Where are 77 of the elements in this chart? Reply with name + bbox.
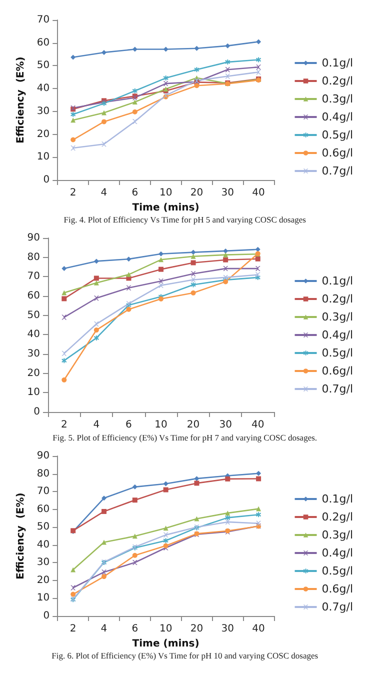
x-tick-label: 40 (251, 420, 264, 430)
legend-label: 0.1g/l (322, 492, 354, 506)
y-tick-label: 60 (36, 37, 50, 48)
x-tick-label: 10 (154, 420, 168, 430)
legend-label: 0.2g/l (322, 510, 354, 524)
y-tick-label: 60 (27, 290, 40, 302)
x-tick-label: 6 (132, 188, 138, 198)
x-tick-label: 10 (159, 624, 172, 634)
x-tick-label: 10 (159, 188, 172, 198)
y-axis-title: Efficiency (E%) (16, 492, 26, 580)
x-axis-title: Time (mins) (132, 638, 200, 650)
x-tick-label: 40 (252, 188, 265, 198)
x-tick-label: 40 (252, 624, 265, 634)
caption: Fig. 5. Plot of Efficiency (E%) Vs Time for pH 7 and varying COSC dosages. (52, 432, 318, 442)
x-tick-label: 20 (190, 624, 204, 634)
x-tick-label: 2 (70, 624, 76, 634)
y-tick-label: 90 (27, 232, 40, 244)
y-tick-label: 10 (36, 592, 50, 604)
legend-label: 0.5g/l (322, 346, 354, 360)
y-tick-label: 50 (36, 60, 50, 72)
x-tick-label: 2 (60, 420, 68, 430)
legend-label: 0.2g/l (322, 292, 354, 306)
x-tick-label: 20 (190, 188, 204, 198)
x-tick-label: 30 (221, 188, 234, 198)
legend-label: 0.1g/l (322, 56, 354, 70)
legend-label: 0.2g/l (322, 74, 354, 88)
legend-label: 0.7g/l (322, 600, 354, 614)
y-tick-label: 0 (43, 174, 50, 186)
x-tick-label: 4 (100, 624, 108, 634)
legend-label: 0.3g/l (322, 528, 354, 542)
x-tick-label: 4 (100, 188, 108, 198)
y-tick-label: 30 (27, 348, 40, 360)
y-tick-label: 80 (27, 252, 40, 263)
y-tick-label: 40 (36, 539, 50, 550)
x-tick-label: 30 (221, 624, 234, 634)
caption: Fig. 6. Plot of Efficiency (E%) Vs Time for pH 10 and varying COSC dosages (52, 650, 318, 660)
y-tick-label: 20 (27, 368, 40, 379)
legend-label: 0.6g/l (322, 582, 354, 596)
x-tick-label: 2 (70, 188, 76, 198)
legend-label: 0.3g/l (322, 92, 354, 106)
legend-label: 0.6g/l (322, 364, 354, 378)
x-tick-label: 4 (93, 420, 100, 430)
y-tick-label: 20 (36, 128, 50, 140)
y-axis-title: Efficiency (E%) (16, 56, 26, 144)
y-tick-label: 40 (36, 83, 50, 94)
legend-label: 0.5g/l (322, 564, 354, 578)
y-tick-label: 70 (27, 271, 40, 282)
y-tick-label: 10 (27, 387, 40, 398)
x-tick-label: 20 (186, 420, 200, 430)
y-tick-label: 70 (36, 486, 50, 498)
legend-label: 0.7g/l (322, 164, 354, 178)
y-tick-label: 0 (43, 610, 50, 622)
legend-label: 0.5g/l (322, 128, 354, 142)
x-tick-label: 30 (219, 420, 232, 430)
y-tick-label: 40 (27, 329, 40, 340)
legend-label: 0.4g/l (322, 546, 354, 560)
y-tick-label: 10 (36, 152, 50, 163)
legend-label: 0.3g/l (322, 310, 354, 324)
y-tick-label: 60 (36, 504, 50, 515)
y-tick-label: 50 (27, 310, 40, 321)
legend-label: 0.1g/l (322, 274, 354, 288)
legend-label: 0.4g/l (322, 110, 354, 124)
y-tick-label: 30 (36, 106, 50, 117)
x-tick-label: 6 (126, 420, 132, 430)
legend-label: 0.7g/l (322, 382, 354, 396)
y-tick-label: 90 (36, 450, 50, 462)
x-axis-title: Time (mins) (132, 202, 200, 214)
caption: Fig. 4. Plot of Efficiency Vs Time for pH 5 and varying COSC dosages (64, 214, 306, 224)
y-tick-label: 0 (34, 406, 40, 418)
y-tick-label: 20 (36, 574, 50, 586)
y-tick-label: 80 (36, 468, 50, 480)
y-tick-label: 30 (36, 557, 50, 568)
y-tick-label: 70 (36, 14, 50, 26)
y-tick-label: 50 (36, 522, 50, 533)
x-tick-label: 6 (132, 624, 138, 634)
legend-label: 0.4g/l (322, 328, 354, 342)
legend-label: 0.6g/l (322, 146, 354, 160)
